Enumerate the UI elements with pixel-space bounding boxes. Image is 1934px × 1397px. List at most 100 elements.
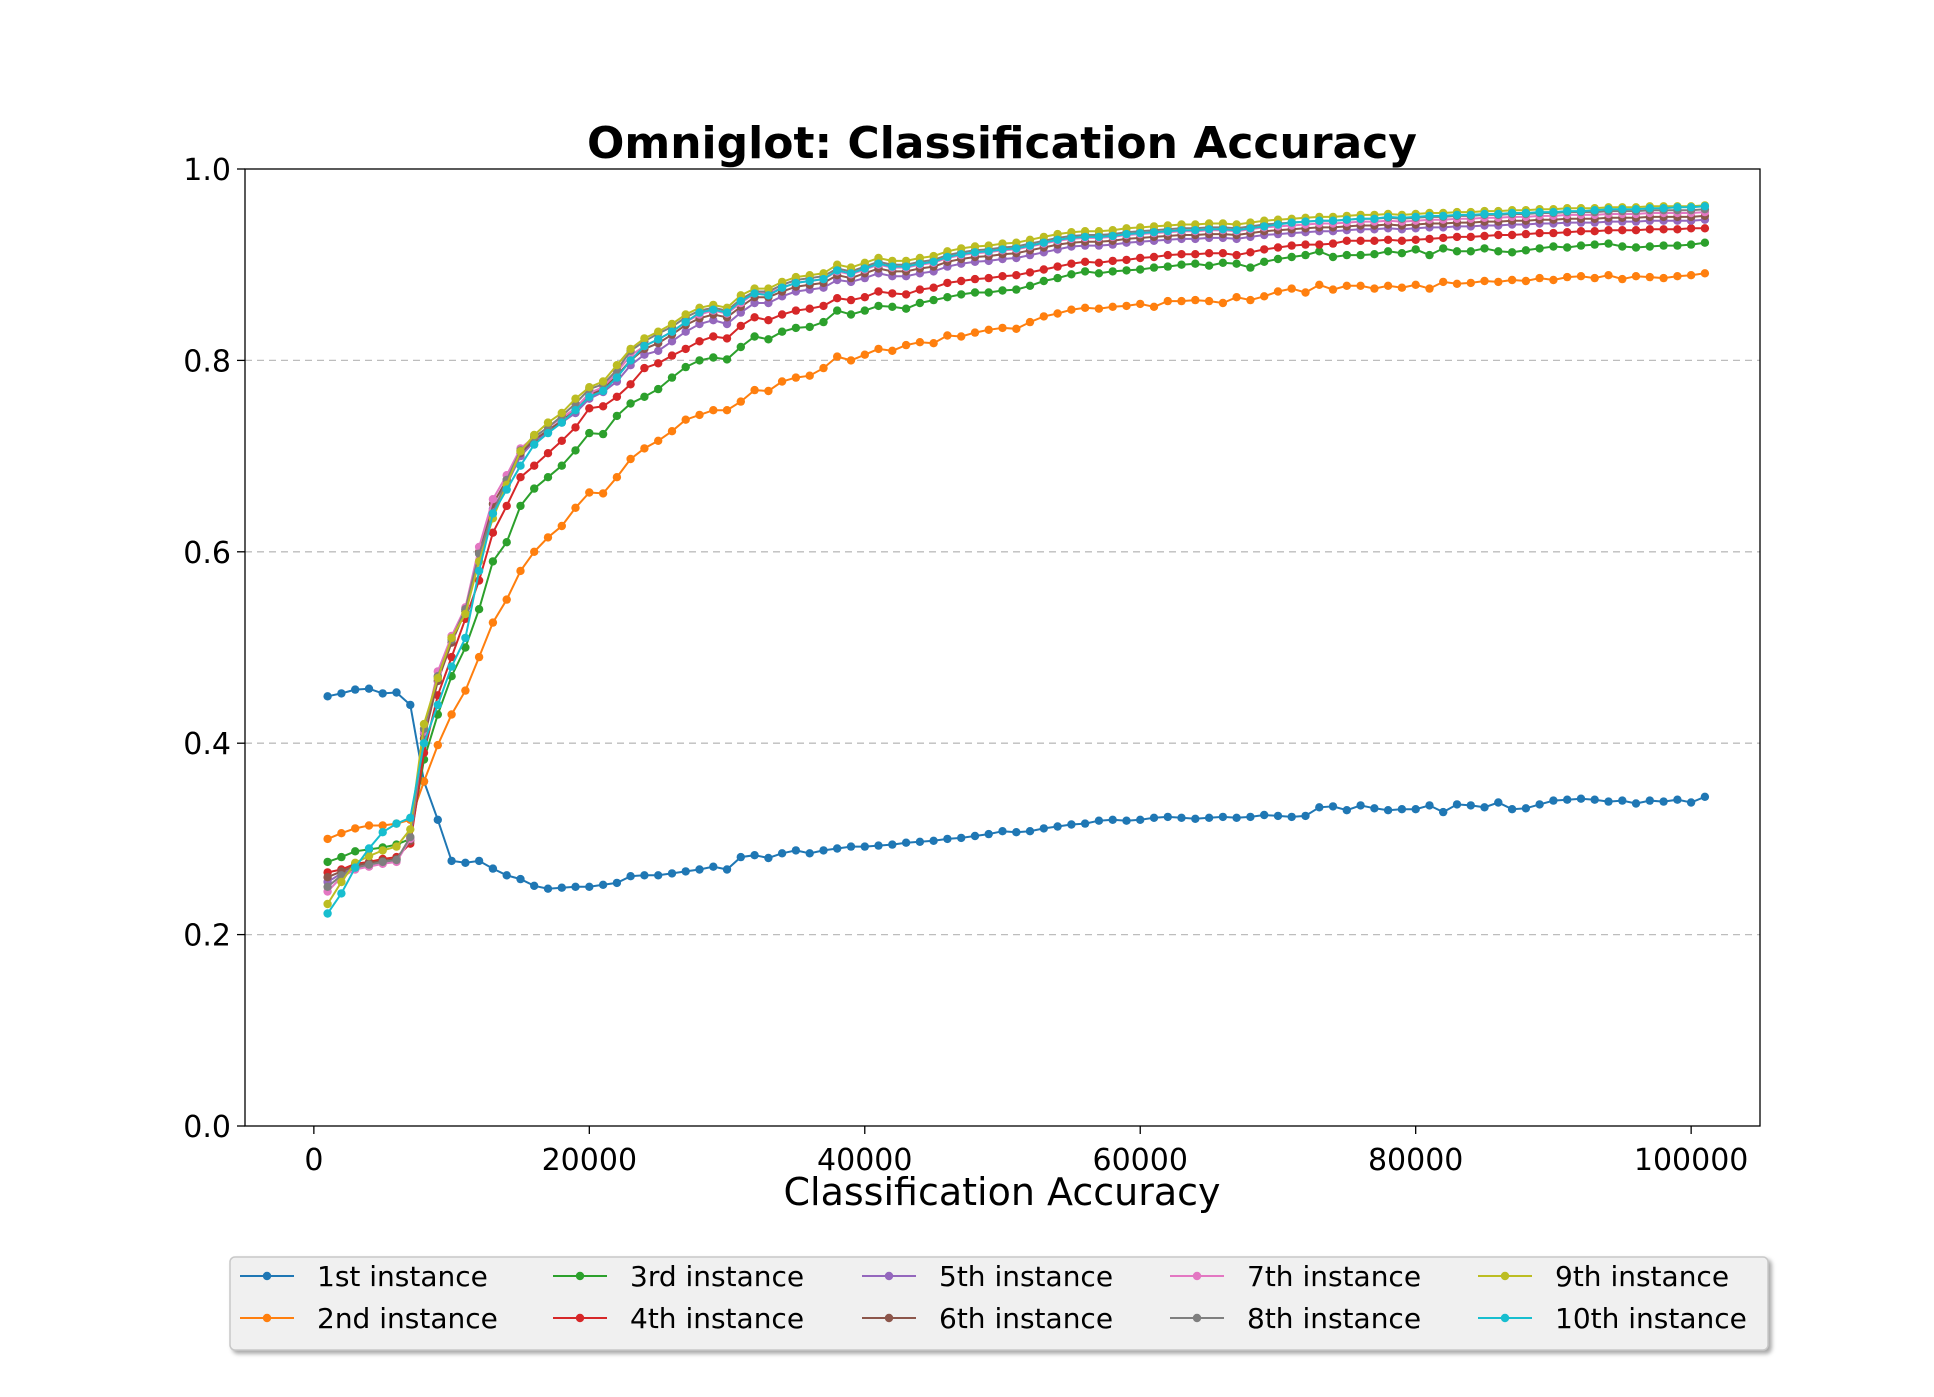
- data-point: [1025, 241, 1035, 250]
- data-point: [1563, 206, 1572, 216]
- data-point: [585, 488, 594, 497]
- data-point: [1163, 296, 1173, 306]
- data-point: [1604, 226, 1613, 235]
- data-point: [819, 301, 828, 311]
- data-point: [1342, 215, 1352, 224]
- data-point: [833, 352, 842, 361]
- data-point: [874, 301, 883, 311]
- data-point: [406, 700, 415, 710]
- data-point: [640, 392, 649, 401]
- legend-marker: [575, 1271, 585, 1281]
- data-point: [543, 473, 553, 482]
- data-point: [1108, 267, 1117, 276]
- data-point: [571, 394, 580, 403]
- data-point: [998, 239, 1007, 248]
- data-point: [1383, 212, 1393, 222]
- data-point: [984, 247, 993, 256]
- data-point: [805, 322, 814, 332]
- data-point: [1411, 235, 1420, 244]
- data-point: [1439, 807, 1448, 817]
- data-point: [1149, 228, 1159, 237]
- data-point: [1370, 804, 1379, 813]
- data-point: [943, 331, 952, 340]
- data-point: [777, 277, 787, 287]
- data-point: [1618, 274, 1627, 284]
- data-point: [1466, 210, 1476, 220]
- data-point: [681, 317, 690, 327]
- data-point: [777, 327, 787, 336]
- data-point: [1397, 249, 1407, 258]
- x-axis-label: Classification Accuracy: [784, 1170, 1221, 1214]
- data-point: [1108, 226, 1117, 235]
- data-point: [447, 652, 456, 662]
- data-point: [1067, 259, 1076, 268]
- data-point: [447, 856, 456, 866]
- data-point: [695, 410, 704, 420]
- legend-item: 5th instance: [862, 1260, 1113, 1293]
- data-point: [1549, 207, 1558, 217]
- data-point: [1466, 278, 1476, 288]
- data-point: [474, 566, 484, 576]
- data-point: [516, 447, 525, 456]
- data-point: [1053, 309, 1062, 318]
- data-point: [557, 436, 566, 445]
- data-point: [1590, 795, 1599, 804]
- data-point: [888, 302, 897, 311]
- x-tick-label: 0: [304, 1143, 323, 1178]
- data-point: [323, 899, 332, 909]
- data-point: [1191, 250, 1200, 259]
- data-point: [750, 298, 759, 308]
- data-point: [419, 739, 429, 748]
- data-point: [474, 652, 484, 662]
- data-point: [1315, 247, 1324, 256]
- data-point: [1315, 240, 1324, 249]
- legend: 1st instance 2nd instance 3rd instance 4th …: [229, 1256, 1769, 1351]
- data-point: [1452, 800, 1462, 809]
- chart-title: Omniglot: Classification Accuracy: [587, 118, 1417, 169]
- data-point: [1604, 271, 1613, 280]
- data-point: [681, 327, 690, 336]
- data-point: [1122, 816, 1131, 825]
- data-point: [1494, 230, 1503, 240]
- data-point: [1204, 296, 1214, 306]
- y-tick-label: 0.6: [183, 536, 231, 571]
- data-point: [722, 319, 732, 329]
- data-point: [915, 285, 925, 294]
- data-point: [874, 259, 883, 268]
- data-point: [1260, 245, 1269, 254]
- data-point: [874, 344, 883, 354]
- data-point: [1301, 217, 1310, 226]
- data-point: [1631, 243, 1641, 252]
- data-point: [1700, 238, 1710, 247]
- series-2: [323, 269, 1710, 844]
- data-point: [543, 884, 553, 893]
- data-point: [1177, 250, 1186, 259]
- grid-lines: [245, 359, 1760, 936]
- data-point: [929, 836, 938, 845]
- data-point: [585, 882, 594, 891]
- data-point: [1370, 236, 1379, 245]
- data-point: [1136, 815, 1145, 824]
- data-point: [901, 304, 911, 313]
- data-point: [1439, 277, 1448, 287]
- data-point: [1246, 263, 1255, 272]
- data-point: [736, 852, 745, 862]
- data-point: [736, 397, 745, 406]
- data-point: [598, 377, 608, 386]
- data-point: [1039, 265, 1049, 274]
- data-point: [709, 305, 718, 314]
- data-point: [929, 283, 938, 292]
- data-point: [1287, 252, 1296, 262]
- data-point: [1080, 232, 1090, 242]
- legend-marker: [1192, 1313, 1202, 1323]
- data-point: [1411, 280, 1420, 289]
- data-point: [1053, 822, 1062, 831]
- legend-marker: [1500, 1313, 1510, 1323]
- data-point: [626, 872, 635, 881]
- data-point: [915, 837, 925, 846]
- data-point: [516, 566, 525, 576]
- data-point: [1411, 245, 1420, 254]
- data-point: [1576, 206, 1586, 216]
- data-point: [1480, 803, 1489, 812]
